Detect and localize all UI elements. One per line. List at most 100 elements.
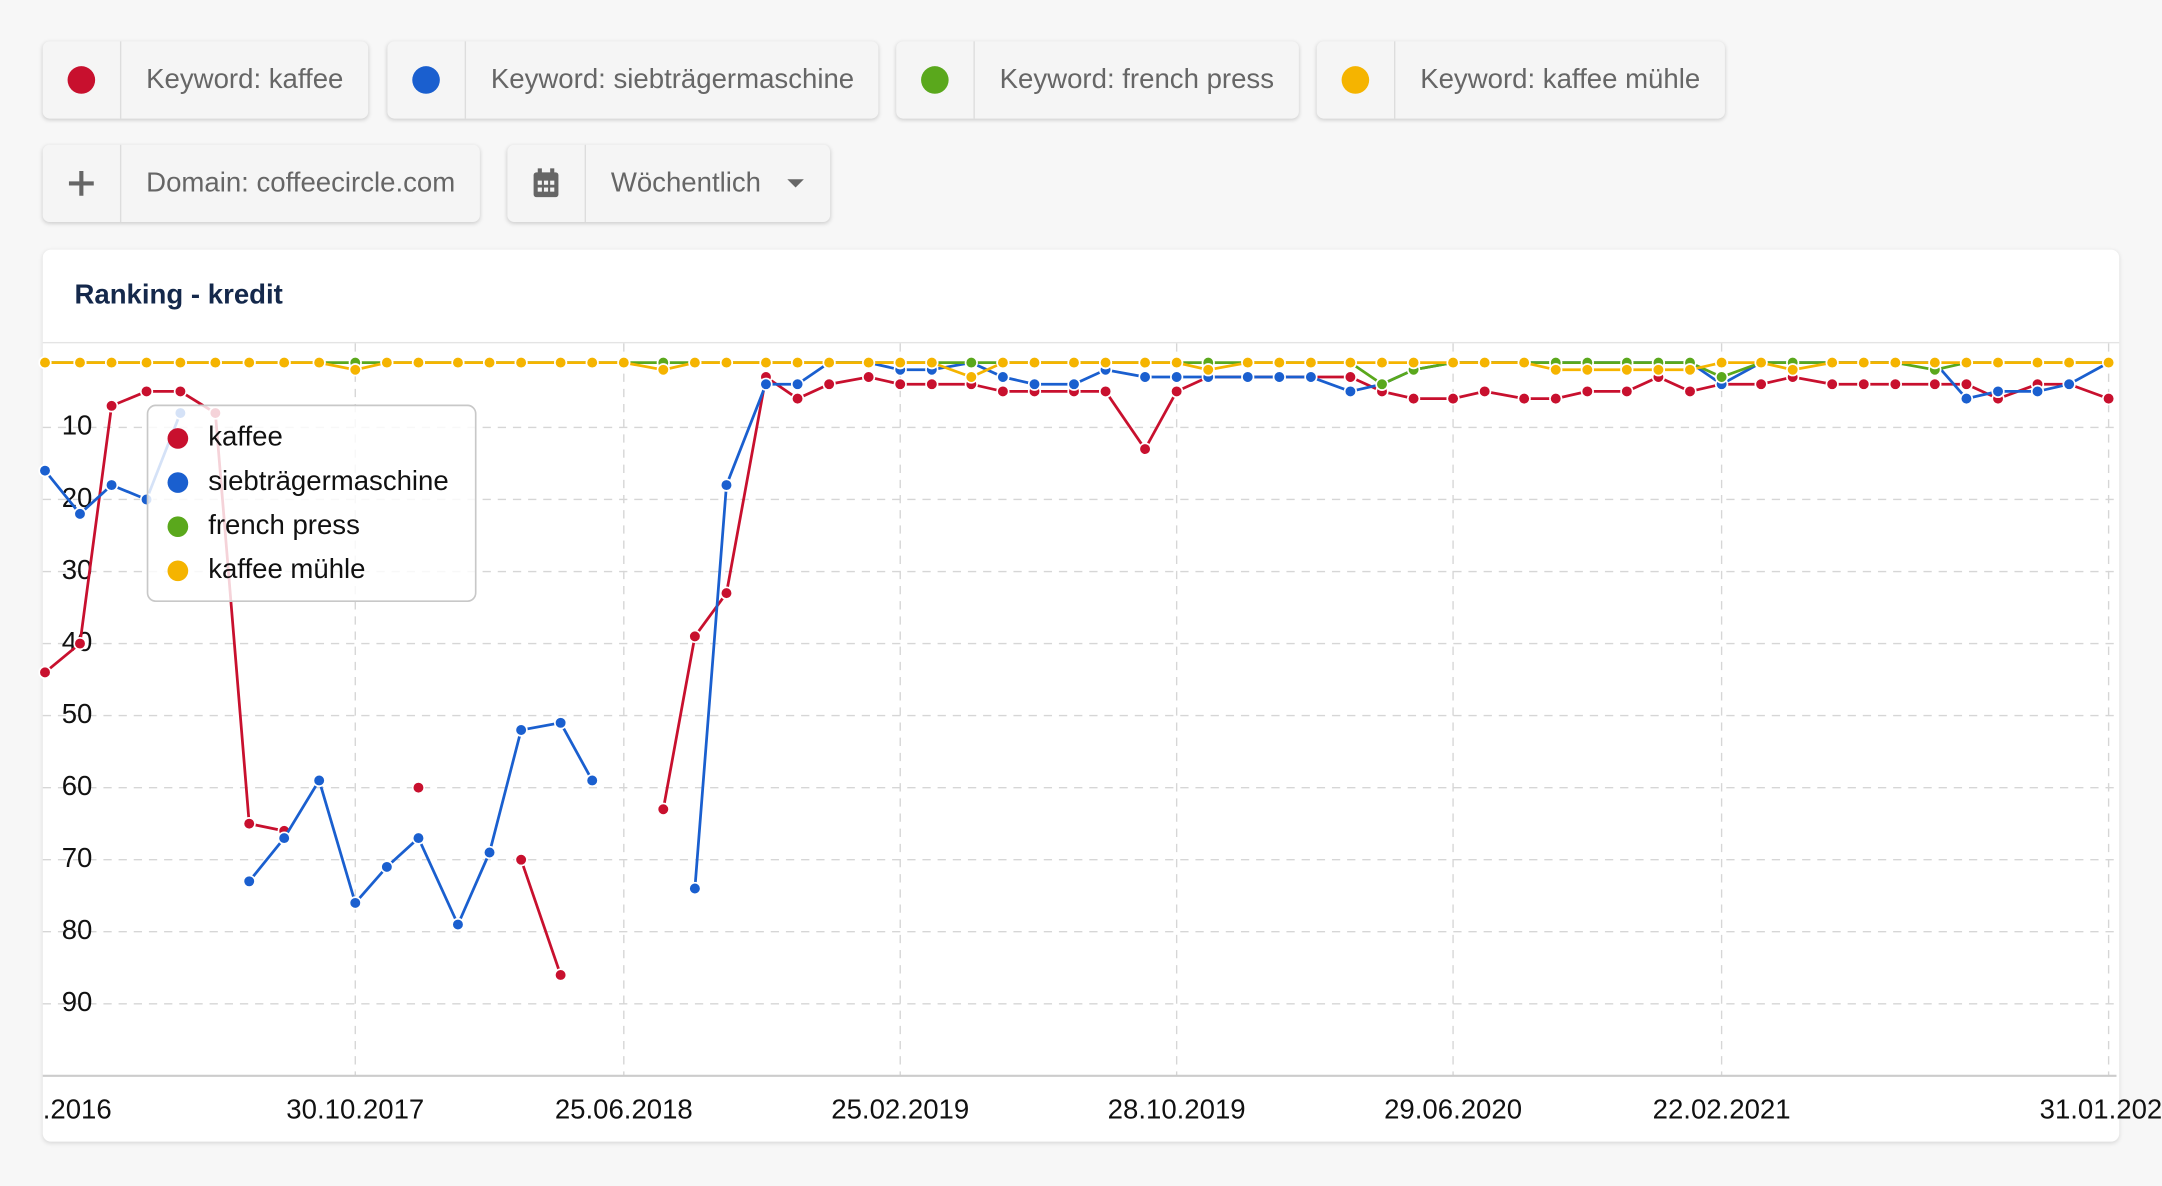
data-point <box>73 636 87 651</box>
data-point <box>451 355 465 370</box>
data-point <box>277 355 291 370</box>
data-point <box>348 363 362 377</box>
data-point <box>38 355 52 370</box>
data-point <box>1991 384 2005 399</box>
data-point <box>1959 377 1974 391</box>
data-point <box>585 773 599 788</box>
y-tick-label: 70 <box>62 842 93 873</box>
y-tick-label: 10 <box>62 410 93 441</box>
filter-label: Keyword: french press <box>999 64 1275 95</box>
data-point <box>411 355 426 370</box>
keyword-filter[interactable]: Keyword: french press <box>896 41 1299 119</box>
data-point <box>1549 392 1563 406</box>
data-point <box>688 881 702 896</box>
data-point <box>1786 363 1800 377</box>
data-point <box>1888 377 1902 391</box>
data-point <box>688 629 702 643</box>
data-point <box>925 377 939 391</box>
data-point <box>1098 355 1113 370</box>
data-point <box>822 355 836 370</box>
x-tick-label: 29.06.2020 <box>1384 1094 1522 1125</box>
chart-card: Ranking - kredit <box>42 249 2120 1142</box>
data-point <box>893 355 907 370</box>
data-point <box>1272 370 1286 384</box>
data-point <box>656 363 670 377</box>
data-point <box>553 355 568 370</box>
filter-label: Keyword: kaffee <box>146 64 344 95</box>
data-point <box>1406 392 1421 406</box>
data-point <box>2101 355 2116 370</box>
data-point <box>893 377 907 391</box>
data-point <box>1549 363 1563 377</box>
data-point <box>1098 384 1113 399</box>
data-point <box>139 355 154 370</box>
data-point <box>482 845 497 860</box>
data-point <box>1754 355 1768 370</box>
data-point <box>208 355 222 370</box>
data-point <box>1241 370 1255 384</box>
filter-label: Keyword: siebträgermaschine <box>490 64 855 95</box>
data-point <box>719 478 734 492</box>
data-point <box>719 586 734 600</box>
legend-marker <box>167 516 189 538</box>
data-point <box>1714 370 1729 384</box>
data-point <box>1343 384 1358 399</box>
data-point <box>719 355 734 370</box>
domain-filter[interactable]: Domain: coffeecircle.com <box>42 144 481 222</box>
data-point <box>1446 392 1460 406</box>
data-point <box>1027 355 1042 370</box>
data-point <box>822 377 836 391</box>
keyword-filter[interactable]: Keyword: siebträgermaschine <box>387 41 879 119</box>
data-point <box>553 968 568 982</box>
x-tick-label: .2016 <box>43 1094 112 1125</box>
legend: kaffee siebträgermaschine french press kaff… <box>146 404 477 602</box>
data-point <box>996 370 1010 384</box>
data-point <box>1517 392 1531 406</box>
data-point <box>2030 384 2045 399</box>
keyword-filter[interactable]: Keyword: kaffee <box>42 41 369 119</box>
data-point <box>1478 355 1492 370</box>
data-point <box>759 377 773 391</box>
data-point <box>1620 384 1634 399</box>
legend-label: kaffee <box>208 421 283 452</box>
data-point <box>964 370 978 384</box>
data-point <box>1343 355 1358 370</box>
legend-label: kaffee mühle <box>208 553 365 584</box>
data-point <box>104 478 119 492</box>
legend-box <box>146 404 477 602</box>
data-point <box>73 355 87 370</box>
data-point <box>1241 355 1255 370</box>
data-point <box>1959 355 1974 370</box>
data-point <box>656 802 670 816</box>
data-point <box>862 355 876 370</box>
data-point <box>1580 363 1594 377</box>
data-point <box>790 377 805 391</box>
data-point <box>1406 355 1421 370</box>
interval-select[interactable]: Wöchentlich <box>507 144 830 222</box>
data-point <box>514 853 528 867</box>
data-point <box>38 464 52 478</box>
data-point <box>617 355 631 370</box>
data-point <box>380 355 394 370</box>
data-point <box>1067 377 1081 391</box>
data-point <box>2062 355 2076 370</box>
keyword-filter[interactable]: Keyword: kaffee mühle <box>1316 41 1726 119</box>
data-point <box>312 773 326 788</box>
data-point <box>1683 363 1697 377</box>
data-point <box>2062 377 2076 391</box>
legend-marker <box>167 560 189 582</box>
data-point <box>1991 355 2005 370</box>
caret-icon <box>787 179 804 188</box>
data-point <box>1170 370 1184 384</box>
y-tick-label: 60 <box>62 770 93 801</box>
data-point <box>996 355 1010 370</box>
domain-label: Domain: coffeecircle.com <box>146 167 456 198</box>
data-point <box>1375 355 1389 370</box>
data-point <box>1446 355 1460 370</box>
data-point <box>482 355 497 370</box>
data-point <box>380 860 394 874</box>
legend-marker <box>167 472 189 493</box>
x-tick-label: 30.10.2017 <box>286 1094 424 1125</box>
